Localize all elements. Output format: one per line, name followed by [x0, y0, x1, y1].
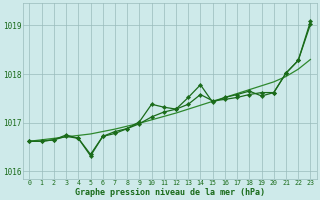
X-axis label: Graphe pression niveau de la mer (hPa): Graphe pression niveau de la mer (hPa) — [75, 188, 265, 197]
